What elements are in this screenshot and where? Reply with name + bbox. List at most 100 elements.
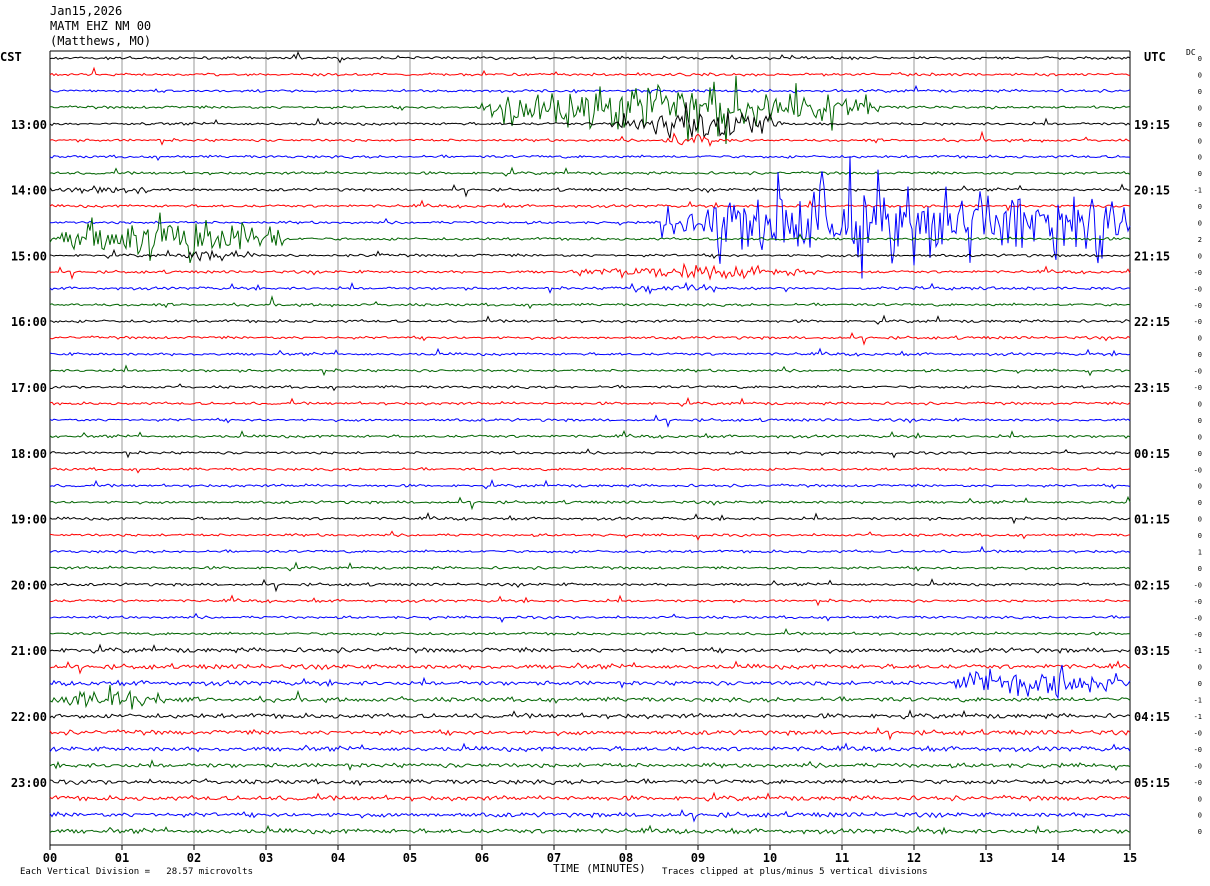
trace-line <box>49 130 1131 148</box>
x-tick-label: 13 <box>979 851 993 865</box>
left-hour-label: 20:00 <box>11 578 47 592</box>
dc-offset-label: 0 <box>1198 55 1202 63</box>
dc-offset-label: 0 <box>1198 499 1202 507</box>
trace-line <box>49 332 1131 346</box>
x-tick-label: 11 <box>835 851 849 865</box>
dc-offset-label: 0 <box>1198 88 1202 96</box>
x-tick-label: 08 <box>619 851 633 865</box>
trace-line <box>49 512 1131 525</box>
x-tick-label: 06 <box>475 851 489 865</box>
trace-line <box>49 742 1131 753</box>
dc-offset-label: -0 <box>1194 762 1202 770</box>
left-hour-label: 14:00 <box>11 184 47 198</box>
dc-offset-label: -0 <box>1194 384 1202 392</box>
dc-offset-label: 0 <box>1198 170 1202 178</box>
trace-line <box>49 347 1131 357</box>
left-hour-label: 22:00 <box>11 710 47 724</box>
dc-offset-label: 0 <box>1198 450 1202 458</box>
trace-line <box>49 545 1131 554</box>
dc-offset-label: -0 <box>1194 581 1202 589</box>
dc-offset-label: 0 <box>1198 795 1202 803</box>
trace-line <box>49 414 1131 428</box>
right-hour-label: 22:15 <box>1134 315 1170 329</box>
x-tick-label: 02 <box>187 851 201 865</box>
dc-offset-label: -0 <box>1194 614 1202 622</box>
dc-offset-label: -0 <box>1194 302 1202 310</box>
left-hour-label: 13:00 <box>11 118 47 132</box>
x-tick-label: 12 <box>907 851 921 865</box>
dc-offset-label: -0 <box>1194 269 1202 277</box>
x-tick-label: 05 <box>403 851 417 865</box>
header-station: MATM EHZ NM 00 <box>50 19 152 33</box>
x-tick-label: 00 <box>43 851 57 865</box>
x-tick-label: 04 <box>331 851 345 865</box>
trace-line <box>49 281 1131 295</box>
x-tick-label: 14 <box>1051 851 1065 865</box>
dc-offset-label: -0 <box>1194 631 1202 639</box>
left-hour-label: 16:00 <box>11 315 47 329</box>
dc-offset-label: -0 <box>1194 318 1202 326</box>
trace-line <box>49 612 1131 624</box>
trace-line <box>49 396 1131 408</box>
left-hour-label: 17:00 <box>11 381 47 395</box>
trace-line <box>49 466 1131 474</box>
right-hour-label: 23:15 <box>1134 381 1170 395</box>
x-tick-label: 09 <box>691 851 705 865</box>
x-tick-label: 07 <box>547 851 561 865</box>
header-date: Jan15,2026 <box>50 4 123 18</box>
right-hour-label: 04:15 <box>1134 710 1170 724</box>
dc-offset-label: 0 <box>1198 812 1202 820</box>
dc-offset-label: -1 <box>1194 187 1202 195</box>
dc-offset-label: 0 <box>1198 664 1202 672</box>
trace-line <box>49 495 1131 511</box>
trace-line <box>49 778 1131 787</box>
trace-line <box>49 643 1131 655</box>
trace-line <box>49 809 1131 823</box>
dc-offset-label: 0 <box>1198 154 1202 162</box>
x-tick-label: 03 <box>259 851 273 865</box>
dc-offset-label: 0 <box>1198 351 1202 359</box>
header-location: (Matthews, MO) <box>50 34 152 48</box>
dc-offset-label: 0 <box>1198 828 1202 836</box>
dc-offset-label: 0 <box>1198 71 1202 79</box>
dc-offset-label: 0 <box>1198 220 1202 228</box>
dc-offset-label: -0 <box>1194 368 1202 376</box>
trace-line <box>49 530 1131 541</box>
trace-line <box>49 684 1131 710</box>
trace-line <box>50 594 1131 607</box>
dc-offset-label: 0 <box>1198 417 1202 425</box>
trace-line <box>49 726 1131 741</box>
trace-line <box>49 212 1131 264</box>
trace-line <box>49 314 1131 325</box>
right-axis-title: UTC <box>1144 50 1166 64</box>
trace-line <box>49 448 1131 459</box>
trace-line <box>49 429 1131 440</box>
right-hour-label: 19:15 <box>1134 118 1170 132</box>
left-hour-label: 23:00 <box>11 776 47 790</box>
trace-line <box>49 102 1131 139</box>
trace-line <box>49 364 1131 377</box>
left-axis-title: CST <box>0 50 22 64</box>
trace-line <box>49 383 1131 392</box>
trace-line <box>49 824 1131 836</box>
trace-line <box>49 791 1131 802</box>
scale-note: Each Vertical Division = 28.57 microvolt… <box>20 867 253 877</box>
trace-line <box>49 156 1131 279</box>
dc-offset-label: -1 <box>1194 647 1202 655</box>
right-hour-label: 01:15 <box>1134 513 1170 527</box>
dc-offset-label: -0 <box>1194 598 1202 606</box>
dc-offset-label: -0 <box>1194 779 1202 787</box>
dc-offset-label: 0 <box>1198 680 1202 688</box>
left-hour-label: 15:00 <box>11 249 47 263</box>
x-axis-title: TIME (MINUTES) <box>553 862 646 875</box>
trace-line <box>49 578 1131 593</box>
dc-offset-label: 0 <box>1198 433 1202 441</box>
clip-note: Traces clipped at plus/minus 5 vertical … <box>662 867 928 877</box>
dc-offset-label: -0 <box>1194 729 1202 737</box>
trace-line <box>49 75 1131 145</box>
right-hour-label: 05:15 <box>1134 776 1170 790</box>
trace-line <box>49 262 1131 281</box>
dc-offset-label: 0 <box>1198 532 1202 540</box>
left-hour-label: 21:00 <box>11 644 47 658</box>
dc-offset-label: 0 <box>1198 203 1202 211</box>
